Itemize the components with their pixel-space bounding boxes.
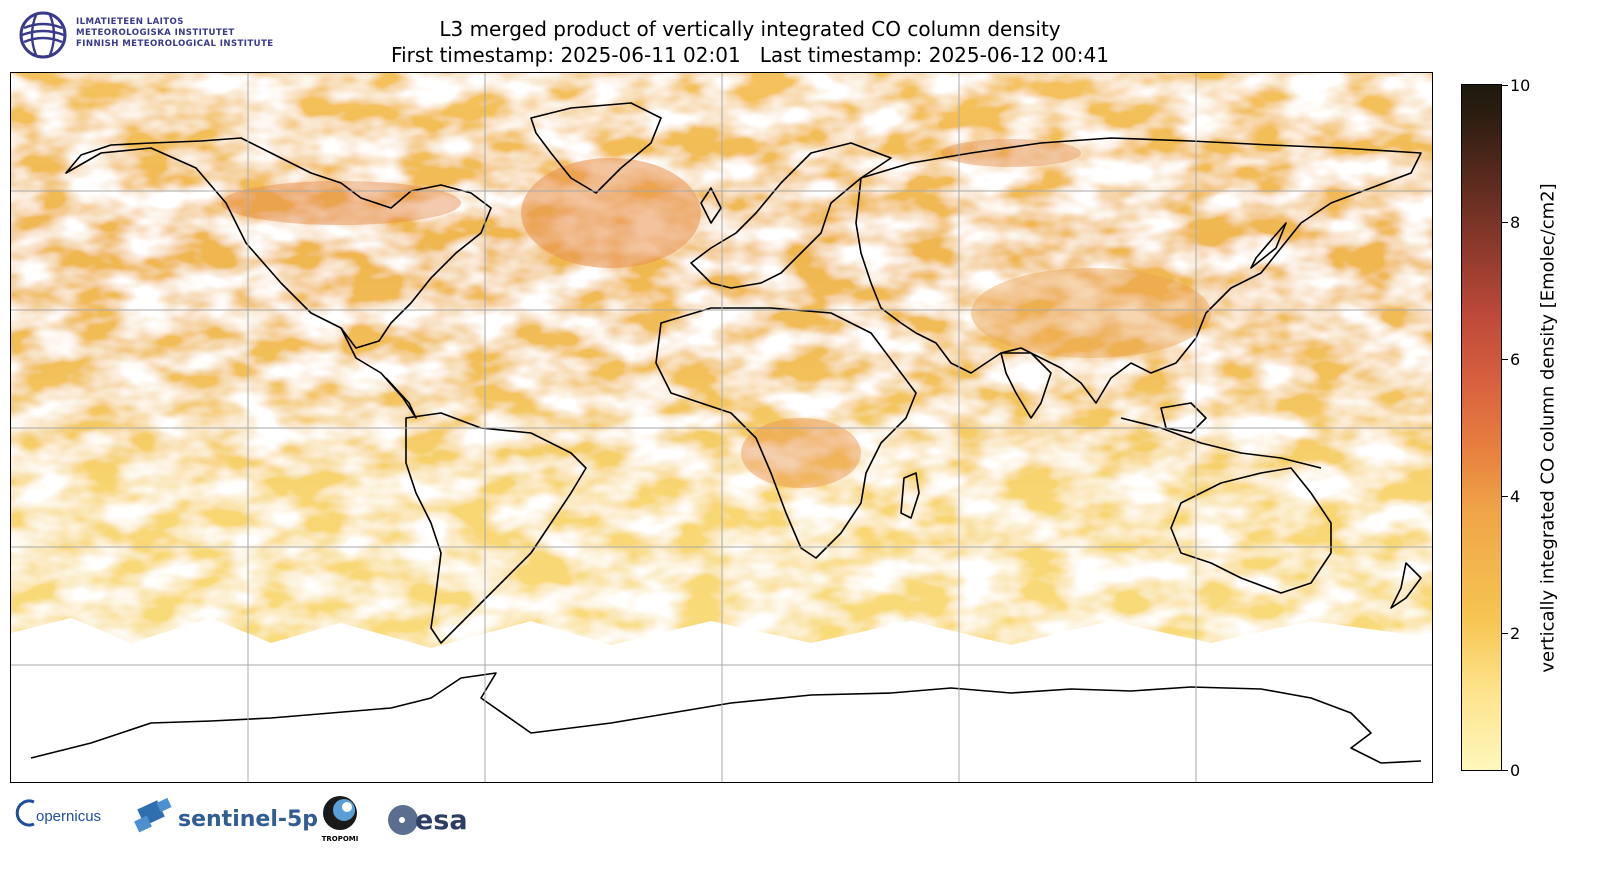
esa-logo-text: esa — [415, 805, 468, 836]
coast-south-america — [405, 412, 587, 644]
fmi-name-fi: ILMATIETEEN LAITOS — [76, 17, 184, 27]
tropomi-logo-text: TROPOMI — [322, 835, 359, 843]
map-canvas — [11, 73, 1432, 782]
satellite-icon — [134, 797, 172, 833]
colorbar-tick-10 — [1502, 85, 1508, 86]
colorbar-tick-label-0: 0 — [1510, 761, 1521, 780]
coast-africa — [655, 307, 917, 559]
coast-uk — [700, 187, 722, 224]
tropomi-logo: TROPOMI — [322, 796, 359, 843]
colorbar — [1461, 84, 1502, 771]
footer-logos: opernicus sentinel-5p TROPOMI esa — [15, 796, 468, 843]
coast-central-america — [340, 327, 417, 419]
colorbar-tick-6 — [1502, 359, 1508, 360]
coast-madagascar — [900, 472, 920, 519]
coast-australia — [1170, 467, 1332, 594]
coast-new-zealand — [1390, 562, 1422, 609]
colorbar-tick-label-10: 10 — [1510, 76, 1531, 95]
gridlines — [11, 73, 1432, 782]
esa-logo: esa — [388, 805, 468, 836]
world-map — [10, 72, 1433, 783]
colorbar-tick-label-2: 2 — [1510, 624, 1521, 643]
fmi-name-en: FINNISH METEOROLOGICAL INSTITUTE — [76, 39, 274, 49]
coast-greenland — [530, 102, 662, 194]
sentinel-5p-logo: sentinel-5p — [134, 797, 318, 833]
colorbar-tick-label-6: 6 — [1510, 350, 1521, 369]
plot-subtitle-timestamps: First timestamp: 2025-06-11 02:01 Last t… — [391, 43, 1109, 67]
copernicus-logo: opernicus — [15, 799, 101, 827]
fmi-name-sv: METEOROLOGISKA INSTITUTET — [76, 28, 235, 38]
colorbar-tick-0 — [1502, 770, 1508, 771]
coast-indonesia — [1120, 417, 1322, 469]
copernicus-logo-text: opernicus — [36, 808, 101, 825]
coast-antarctica — [30, 672, 1422, 764]
plot-title: L3 merged product of vertically integrat… — [439, 17, 1061, 41]
coast-north-america — [65, 137, 492, 349]
colorbar-tick-8 — [1502, 222, 1508, 223]
fmi-globe-icon — [19, 11, 67, 59]
colorbar-label: vertically integrated CO column density … — [1537, 183, 1559, 673]
colorbar-tick-label-8: 8 — [1510, 213, 1521, 232]
sentinel-5p-logo-text: sentinel-5p — [178, 807, 318, 832]
coast-asia — [855, 137, 1422, 404]
fmi-logo: ILMATIETEEN LAITOS METEOROLOGISKA INSTIT… — [18, 10, 298, 62]
colorbar-tick-2 — [1502, 633, 1508, 634]
coast-india — [1000, 352, 1052, 419]
colorbar-tick-label-4: 4 — [1510, 487, 1521, 506]
coastlines — [30, 102, 1422, 764]
colorbar-tick-4 — [1502, 496, 1508, 497]
coast-japan — [1250, 222, 1287, 269]
coast-borneo — [1160, 402, 1207, 434]
fmi-name-text: ILMATIETEEN LAITOS METEOROLOGISKA INSTIT… — [76, 17, 274, 50]
